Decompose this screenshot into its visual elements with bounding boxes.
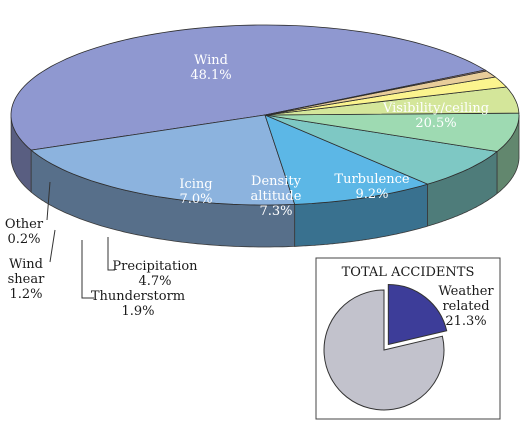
- leader-wind-shear: [49, 229, 56, 263]
- value-density-altitude: 7.3%: [259, 204, 292, 219]
- value-thunderstorm: 1.9%: [121, 304, 154, 319]
- label-other: Other 0.2%: [5, 217, 44, 247]
- slice-wind: [10, 24, 487, 151]
- leader-precipitation: [107, 237, 115, 271]
- label-visibility-ceiling: Visibility/ceiling 20.5%: [382, 101, 489, 131]
- value-wind-shear: 1.2%: [9, 287, 42, 302]
- value-wind: 48.1%: [190, 68, 231, 83]
- inset-title: TOTAL ACCIDENTS: [342, 265, 475, 280]
- pie-3d-sides: [10, 115, 520, 248]
- leader-thunderstorm: [81, 240, 94, 299]
- slice-other: [264, 69, 488, 116]
- label-density-altitude: Density altitude 7.3%: [251, 174, 302, 219]
- label-wind: Wind 48.1%: [190, 53, 231, 83]
- slice-density-altitude: [264, 114, 499, 185]
- value-visibility-ceiling: 20.5%: [415, 116, 456, 131]
- value-turbulence: 9.2%: [355, 187, 388, 202]
- label-wind-shear: Wind shear 1.2%: [8, 257, 45, 302]
- pie-top-slices: [10, 24, 520, 206]
- total-accidents-inset: TOTAL ACCIDENTS Weather related 21.3%: [315, 257, 501, 420]
- inset-label-weather-related: Weather related 21.3%: [438, 284, 494, 329]
- slice-visibility-ceiling: [30, 114, 296, 206]
- slice-icing: [264, 112, 520, 152]
- label-turbulence: Turbulence 9.2%: [334, 172, 409, 202]
- slice-turbulence: [264, 114, 429, 205]
- leader-other: [46, 181, 51, 221]
- label-icing: Icing 7.0%: [179, 177, 212, 207]
- label-precipitation: Precipitation 4.7%: [112, 259, 198, 289]
- value-icing: 7.0%: [179, 192, 212, 207]
- value-other: 0.2%: [7, 232, 40, 247]
- label-thunderstorm: Thunderstorm 1.9%: [91, 289, 185, 319]
- pie-slice-labels: Wind 48.1% Visibility/ceiling 20.5% Turbulen…: [5, 53, 489, 319]
- value-precipitation: 4.7%: [138, 274, 171, 289]
- inset-slice-weather-related: [387, 283, 448, 346]
- inset-slice-other: [323, 289, 445, 411]
